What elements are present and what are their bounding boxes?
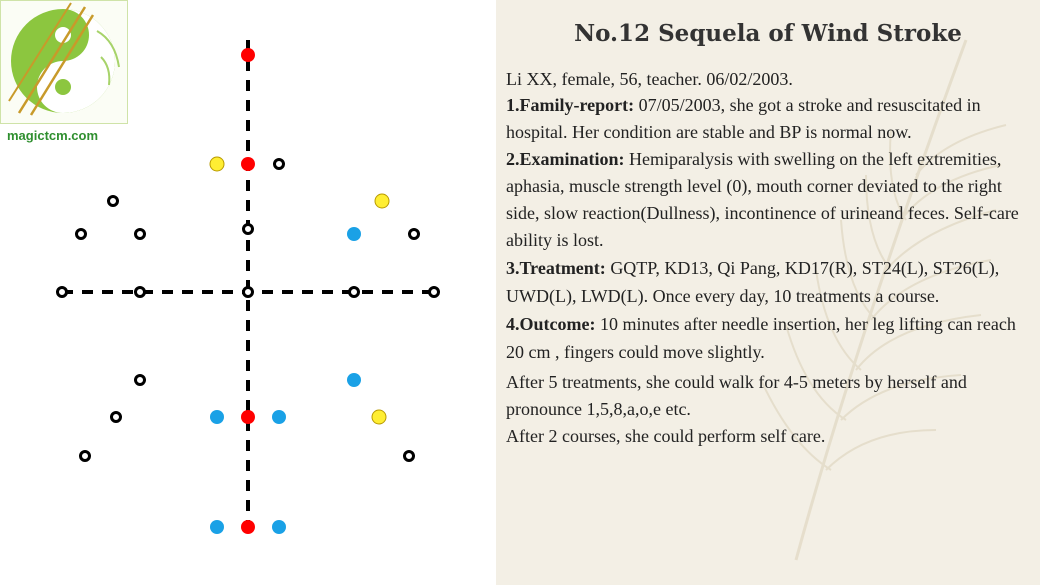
- treatment-label: 3.Treatment:: [506, 258, 606, 278]
- yellow-point: [209, 156, 225, 172]
- after-two-courses: After 2 courses, she could perform self …: [506, 426, 826, 446]
- acupuncture-points-diagram: [56, 40, 440, 540]
- red-point: [241, 520, 255, 534]
- open-point: [134, 286, 146, 298]
- examination-text: Hemiparalysis with swelling on the left …: [506, 149, 1019, 250]
- family-report-paragraph: 1.Family-report: 07/05/2003, she got a s…: [506, 92, 1034, 146]
- open-point: [134, 228, 146, 240]
- open-point: [75, 228, 87, 240]
- open-point: [56, 286, 68, 298]
- blue-point: [272, 410, 286, 424]
- family-report-text: 07/05/2003, she got a stroke and resusci…: [506, 95, 981, 142]
- red-point: [241, 48, 255, 62]
- open-point: [428, 286, 440, 298]
- blue-point: [210, 520, 224, 534]
- treatment-text: GQTP, KD13, Qi Pang, KD17(R), ST24(L), S…: [506, 258, 1000, 306]
- magictcm-logo: [0, 0, 128, 124]
- case-intro: Li XX, female, 56, teacher. 06/02/2003.: [506, 69, 793, 89]
- red-point: [241, 157, 255, 171]
- blue-point: [347, 227, 361, 241]
- case-body: Li XX, female, 56, teacher. 06/02/2003. …: [506, 66, 1034, 450]
- open-point: [403, 450, 415, 462]
- open-point: [242, 286, 254, 298]
- brand-text[interactable]: magictcm.com: [7, 128, 99, 143]
- outcome-label: 4.Outcome:: [506, 314, 596, 334]
- yellow-point: [374, 193, 390, 209]
- family-report-label: 1.Family-report:: [506, 95, 635, 115]
- examination-paragraph: 2.Examination: Hemiparalysis with swelli…: [506, 146, 1034, 254]
- blue-point: [347, 373, 361, 387]
- outcome-text: 10 minutes after needle insertion, her l…: [506, 314, 1016, 362]
- open-point: [107, 195, 119, 207]
- red-point: [241, 410, 255, 424]
- open-point: [348, 286, 360, 298]
- open-point: [242, 223, 254, 235]
- open-point: [273, 158, 285, 170]
- open-point: [79, 450, 91, 462]
- points-group: [56, 48, 440, 534]
- case-panel: No.12 Sequela of Wind Stroke Li XX, fema…: [496, 0, 1040, 585]
- open-point: [408, 228, 420, 240]
- open-point: [134, 374, 146, 386]
- yin-yang-needles-icon: [8, 2, 120, 116]
- yellow-point: [371, 409, 387, 425]
- treatment-paragraph: 3.Treatment: GQTP, KD13, Qi Pang, KD17(R…: [506, 254, 1034, 310]
- case-title: No.12 Sequela of Wind Stroke: [574, 20, 962, 47]
- outcome-paragraph: 4.Outcome: 10 minutes after needle inser…: [506, 310, 1034, 366]
- blue-point: [210, 410, 224, 424]
- feather-watermark-icon: [760, 39, 1007, 561]
- blue-point: [272, 520, 286, 534]
- after-five-treatments: After 5 treatments, she could walk for 4…: [506, 372, 967, 419]
- examination-label: 2.Examination:: [506, 149, 625, 169]
- open-point: [110, 411, 122, 423]
